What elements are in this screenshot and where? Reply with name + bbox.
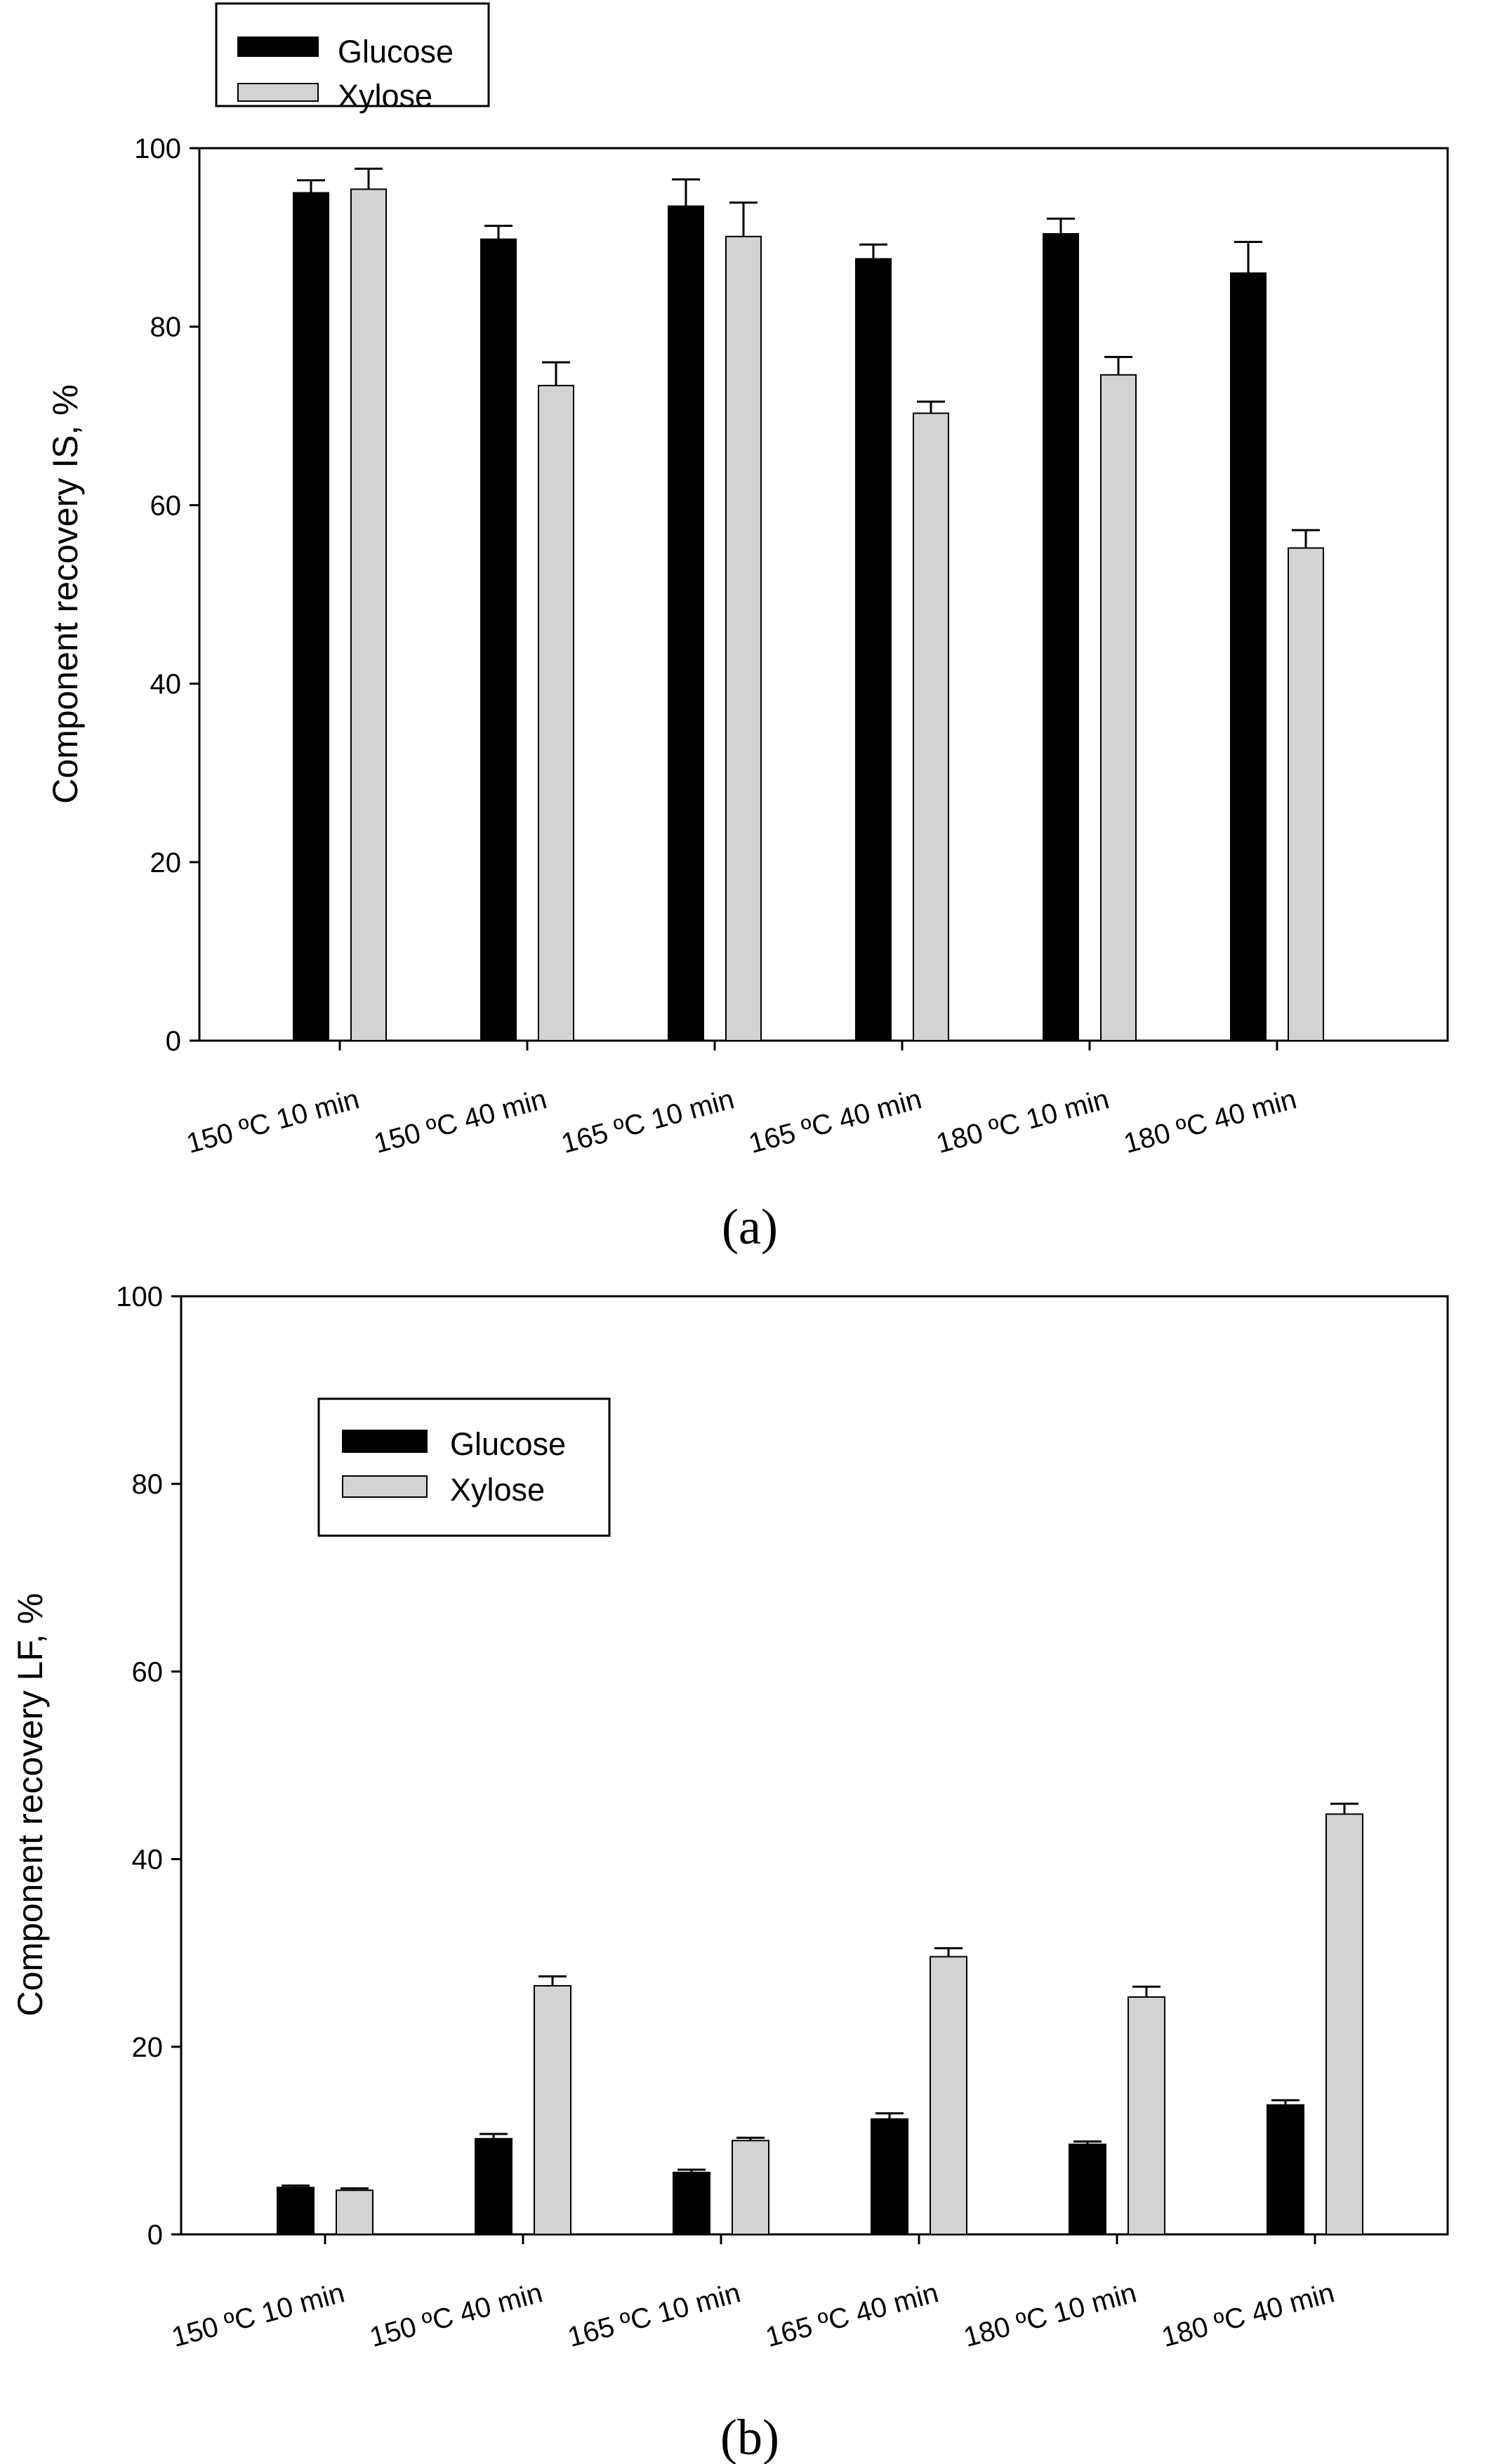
x-tick-label: 150 ºC 10 min [183,1083,362,1159]
y-axis: 0 20 40 60 80 100 [116,1282,181,2251]
legend-label-glucose: Glucose [338,34,454,70]
panel-label-a: (a) [722,1199,778,1255]
bar-glucose [1267,2104,1304,2236]
bar-glucose [673,2171,710,2235]
bar-xylose [725,235,762,1042]
x-tick-label: 165 ºC 10 min [558,1083,737,1159]
y-tick-label: 0 [147,2220,163,2251]
bar-glucose [277,2187,315,2235]
legend-label-xylose: Xylose [450,1472,545,1508]
bar-glucose [293,192,329,1041]
bar-xylose [336,2189,373,2236]
legend: Glucose Xylose [317,1397,611,1537]
x-tick-label: 150 ºC 40 min [371,1083,550,1159]
legend-swatch-glucose [342,1430,428,1453]
bar-xylose [732,2140,769,2235]
legend-label-glucose: Glucose [450,1426,566,1462]
bar-xylose [1128,1996,1165,2235]
x-tick-label: 180 ºC 10 min [933,1083,1112,1159]
y-axis: 0 20 40 60 80 100 [134,133,199,1057]
bar-glucose [855,258,892,1041]
x-tick-label: 180 ºC 40 min [1120,1083,1300,1159]
legend-swatch-xylose [342,1475,428,1498]
y-tick-label: 100 [134,133,181,164]
y-tick-label: 100 [116,1282,163,1312]
plot-frame [180,1295,1449,2236]
y-axis-label: Component recovery LF, % [11,1593,50,2016]
legend-label-xylose: Xylose [338,78,432,114]
panel-label-b: (b) [720,2409,779,2464]
x-axis: 150 ºC 10 min 150 ºC 40 min 165 ºC 10 min 1… [183,1041,1300,1159]
x-tick-label: 180 ºC 40 min [1158,2277,1337,2353]
bar-glucose [1069,2143,1106,2235]
legend: Glucose Xylose [215,2,490,114]
y-tick-label: 60 [132,1656,164,1687]
legend-box [317,1397,611,1537]
bar-glucose [668,205,704,1041]
bar-xylose [913,412,949,1041]
x-tick-label: 165 ºC 10 min [564,2277,743,2353]
y-tick-label: 80 [132,1469,164,1500]
legend-swatch-glucose [237,37,319,57]
bar-xylose [1100,374,1137,1041]
y-tick-label: 80 [150,312,182,343]
x-tick-label: 165 ºC 40 min [746,1083,925,1159]
bar-glucose [1230,272,1267,1042]
bar-xylose [1288,547,1324,1041]
bar-xylose [930,1956,967,2235]
x-tick-label: 165 ºC 40 min [762,2277,941,2353]
y-tick-label: 20 [132,2032,164,2063]
x-tick-label: 150 ºC 10 min [168,2277,348,2353]
bar-xylose [1325,1813,1363,2235]
bar-glucose [475,2137,513,2236]
x-tick-label: 180 ºC 10 min [960,2277,1139,2353]
legend-swatch-xylose [237,83,319,102]
y-tick-label: 40 [150,669,182,700]
bar-glucose [871,2118,908,2236]
bar-glucose [480,238,517,1042]
bar-glucose [1043,233,1079,1041]
y-tick-label: 40 [132,1845,164,1876]
y-tick-label: 60 [150,490,182,521]
bar-xylose [350,188,387,1042]
y-axis-label: Component recovery IS, % [46,384,85,804]
bars [293,167,1324,1042]
y-tick-label: 0 [166,1026,181,1057]
bars [277,1803,1363,2236]
plot-frame [198,147,1449,1042]
y-tick-label: 20 [150,848,182,878]
x-tick-label: 150 ºC 40 min [366,2277,545,2353]
x-axis: 150 ºC 10 min 150 ºC 40 min 165 ºC 10 min 1… [168,2234,1337,2353]
bar-xylose [538,385,574,1041]
bar-xylose [534,1984,571,2235]
